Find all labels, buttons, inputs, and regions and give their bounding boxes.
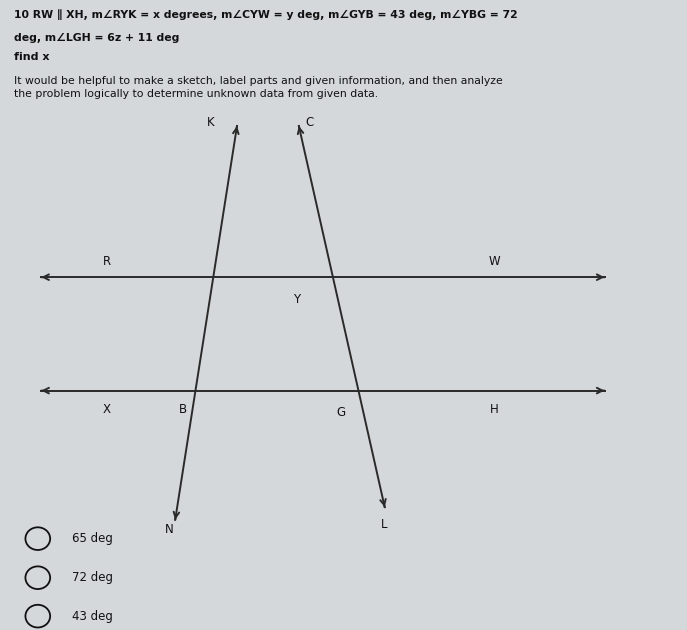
Text: X: X [102,403,111,416]
Text: W: W [489,255,500,268]
Text: 43 deg: 43 deg [72,610,113,622]
Text: N: N [165,523,174,536]
Text: 72 deg: 72 deg [72,571,113,584]
Text: deg, m∠LGH = 6z + 11 deg: deg, m∠LGH = 6z + 11 deg [14,33,179,43]
Text: Y: Y [293,293,300,306]
Text: R: R [102,255,111,268]
Text: find x: find x [14,52,49,62]
Text: It would be helpful to make a sketch, label parts and given information, and the: It would be helpful to make a sketch, la… [14,76,502,99]
Text: 65 deg: 65 deg [72,532,113,545]
Text: K: K [207,117,214,129]
Text: G: G [337,406,346,420]
Text: 10 RW ∥ XH, m∠RYK = x degrees, m∠CYW = y deg, m∠GYB = 43 deg, m∠YBG = 72: 10 RW ∥ XH, m∠RYK = x degrees, m∠CYW = y… [14,9,517,20]
Text: C: C [306,117,314,129]
Text: H: H [491,403,499,416]
Text: B: B [179,403,187,416]
Text: L: L [381,518,387,531]
